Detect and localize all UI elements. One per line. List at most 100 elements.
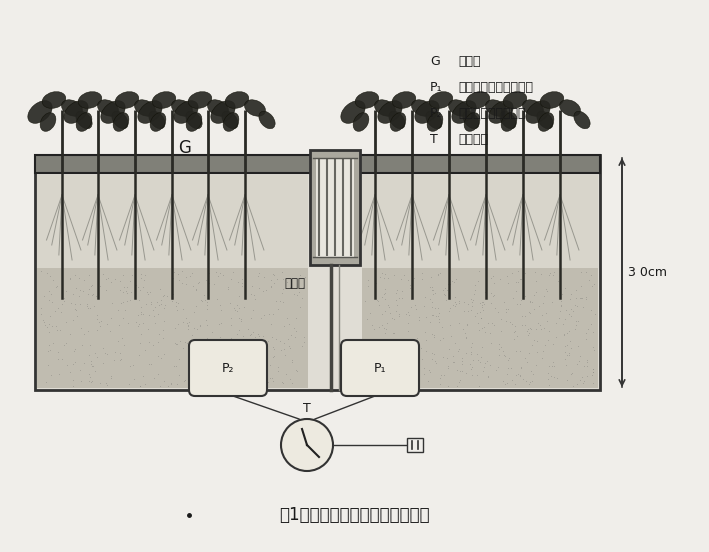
Point: [143, 310, 155, 319]
Point: [509, 326, 520, 335]
Point: [289, 290, 300, 299]
Point: [577, 379, 588, 388]
Point: [203, 278, 215, 287]
Point: [45, 272, 56, 281]
Point: [85, 356, 96, 365]
Ellipse shape: [174, 100, 199, 123]
Point: [512, 267, 523, 276]
Point: [587, 379, 598, 388]
Point: [412, 373, 423, 381]
Point: [420, 347, 431, 356]
Point: [139, 346, 150, 354]
Point: [425, 294, 436, 303]
Point: [96, 317, 107, 326]
Point: [427, 298, 438, 307]
Point: [89, 349, 101, 358]
Point: [413, 358, 425, 367]
Point: [383, 303, 394, 312]
Point: [575, 293, 586, 302]
Text: 遮蚍板: 遮蚍板: [284, 277, 305, 290]
Point: [247, 305, 259, 314]
Point: [298, 283, 309, 291]
Point: [166, 295, 177, 304]
Point: [65, 330, 76, 338]
Point: [286, 355, 298, 364]
Point: [576, 282, 587, 290]
Point: [540, 285, 552, 294]
Point: [486, 299, 497, 307]
Point: [457, 354, 468, 363]
Point: [544, 326, 555, 335]
Point: [275, 346, 286, 354]
Point: [43, 296, 55, 305]
Point: [462, 320, 473, 328]
Point: [291, 290, 303, 299]
Point: [381, 319, 392, 328]
Point: [204, 383, 216, 391]
Point: [122, 283, 133, 291]
Point: [247, 327, 258, 336]
Point: [88, 302, 99, 311]
Point: [466, 301, 477, 310]
Point: [236, 317, 247, 326]
Point: [208, 354, 220, 363]
Point: [229, 305, 240, 314]
Point: [268, 279, 279, 288]
Point: [279, 351, 290, 359]
Point: [155, 354, 167, 363]
Point: [581, 355, 593, 364]
Point: [242, 325, 254, 334]
Ellipse shape: [28, 100, 52, 123]
Ellipse shape: [222, 112, 238, 129]
Point: [386, 368, 398, 377]
Point: [529, 304, 540, 313]
Point: [376, 268, 388, 277]
Point: [141, 288, 152, 297]
Point: [105, 327, 116, 336]
Point: [366, 321, 377, 330]
Point: [69, 305, 80, 314]
Point: [285, 343, 296, 352]
Point: [123, 380, 135, 389]
Point: [583, 275, 594, 284]
Ellipse shape: [426, 112, 442, 129]
Point: [174, 336, 185, 345]
Point: [442, 381, 453, 390]
Point: [462, 321, 473, 330]
Point: [253, 332, 264, 341]
Point: [118, 341, 129, 349]
Point: [508, 335, 520, 343]
Point: [461, 369, 472, 378]
Point: [207, 327, 218, 336]
Point: [283, 320, 294, 328]
Ellipse shape: [245, 100, 265, 116]
Point: [41, 323, 52, 332]
Point: [170, 298, 182, 306]
Point: [199, 291, 210, 300]
Point: [178, 376, 189, 385]
Point: [172, 319, 184, 328]
Point: [557, 289, 568, 298]
Point: [123, 319, 134, 327]
Point: [581, 371, 593, 380]
Point: [539, 323, 550, 332]
Point: [130, 318, 141, 327]
Point: [172, 379, 183, 388]
Point: [133, 351, 145, 359]
Point: [195, 322, 206, 331]
Point: [484, 360, 496, 369]
Point: [444, 320, 455, 329]
Ellipse shape: [188, 92, 212, 108]
Point: [61, 360, 72, 369]
Point: [396, 287, 408, 296]
Point: [508, 294, 519, 302]
Point: [128, 360, 139, 369]
Point: [510, 286, 521, 295]
Point: [143, 360, 155, 369]
Text: P₁: P₁: [430, 81, 442, 94]
Point: [416, 355, 428, 364]
Point: [544, 361, 555, 370]
Point: [575, 268, 586, 277]
Point: [514, 346, 525, 355]
Text: P₂: P₂: [222, 362, 234, 374]
